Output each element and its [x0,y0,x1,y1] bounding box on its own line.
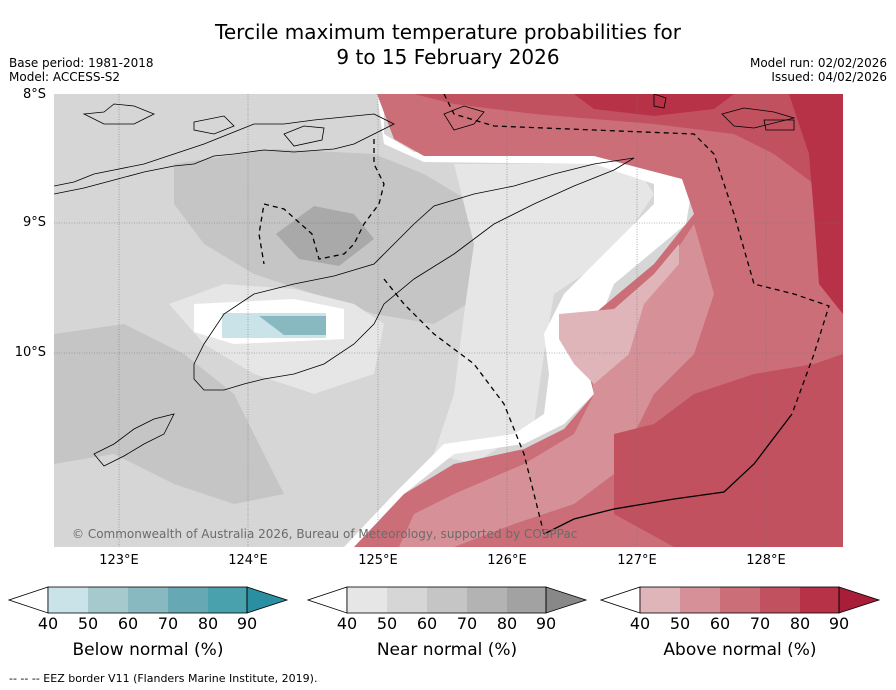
near-tick-70: 70 [456,614,478,633]
near-tick-60: 60 [416,614,438,633]
lat-label-10s: 10°S [14,345,46,360]
colorbar-above-swatch [760,587,800,613]
lon-label-126e: 126°E [487,553,527,568]
graticule [54,94,843,547]
near-normal-label: Near normal (%) [376,640,518,660]
below-normal-label: Below normal (%) [72,640,224,660]
coastlines [54,94,796,467]
below-tick-60: 60 [117,614,139,633]
near-tick-40: 40 [336,614,358,633]
above-tick-50: 50 [669,614,691,633]
issued-date: Issued: 04/02/2026 [771,70,887,84]
colorbar-above-swatch [800,587,839,613]
above-tick-60: 60 [709,614,731,633]
below-tick-50: 50 [77,614,99,633]
lon-label-125e: 125°E [358,553,398,568]
below-tick-90: 90 [236,614,258,633]
colorbar-below-swatch [88,587,128,613]
near-normal-west-region [54,324,284,504]
near-normal-70-region [276,206,374,266]
lat-label-8s: 8°S [22,87,46,102]
colorbar-near-swatch [427,587,467,613]
colorbar-near-swatch [347,587,387,613]
above-tick-40: 40 [629,614,651,633]
colorbar-near-swatch [387,587,427,613]
colorbar-above-max-arrow [838,586,881,614]
below-tick-40: 40 [37,614,59,633]
colorbar-below-max-arrow [246,586,289,614]
above-normal-80-east-region [789,94,843,314]
colorbar-near-max-arrow [545,586,588,614]
below-tick-80: 80 [197,614,219,633]
near-tick-90: 90 [535,614,557,633]
meta-left: Base period: 1981-2018 Model: ACCESS-S2 [9,56,154,84]
model-run: Model run: 02/02/2026 [749,56,887,70]
eez-border-solid [543,413,793,535]
near-normal-east-light-region [434,164,654,464]
colorbar-near [307,586,588,614]
colorbar-below [8,586,289,614]
below-tick-70: 70 [157,614,179,633]
above-tick-70: 70 [749,614,771,633]
title-line-1: Tercile maximum temperature probabilitie… [215,20,681,44]
meta-right: Model run: 02/02/2026 Issued: 04/02/2026 [750,56,887,84]
colorbar-near-swatch [507,587,546,613]
colorbar-near-swatch [467,587,507,613]
lon-label-128e: 128°E [746,553,786,568]
lon-label-123e: 123°E [99,553,139,568]
copyright-notice: © Commonwealth of Australia 2026, Bureau… [72,527,578,541]
above-normal-70-east-region [614,94,843,274]
eez-legend-note: -- -- -- EEZ border V11 (Flanders Marine… [9,672,318,685]
colorbar-below-min-arrow [8,586,49,614]
colorbar-above-swatch [680,587,720,613]
above-normal-label: Above normal (%) [663,640,817,660]
colorbar-above-min-arrow [600,586,641,614]
above-normal-70-south-region [614,354,843,547]
base-period: Base period: 1981-2018 [9,56,154,70]
title-line-2: 9 to 15 February 2026 [336,45,560,69]
lon-label-127e: 127°E [617,553,657,568]
colorbar-below-swatch [208,587,247,613]
colorbar-near-min-arrow [307,586,348,614]
near-tick-80: 80 [496,614,518,633]
colorbar-below-swatch [128,587,168,613]
above-tick-80: 80 [789,614,811,633]
colorbar-above-swatch [720,587,760,613]
above-normal-40-region [559,244,679,384]
lon-label-124e: 124°E [228,553,268,568]
colorbar-above [600,586,881,614]
above-tick-90: 90 [828,614,850,633]
eez-border [258,94,830,535]
forecast-map[interactable] [54,94,843,547]
colorbar-below-swatch [48,587,88,613]
below-normal-60-region [259,316,326,335]
model-name: Model: ACCESS-S2 [9,70,121,84]
map-title: Tercile maximum temperature probabilitie… [0,20,896,70]
lat-label-9s: 9°S [22,215,46,230]
colorbar-below-swatch [168,587,208,613]
colorbar-above-swatch [640,587,680,613]
near-tick-50: 50 [376,614,398,633]
